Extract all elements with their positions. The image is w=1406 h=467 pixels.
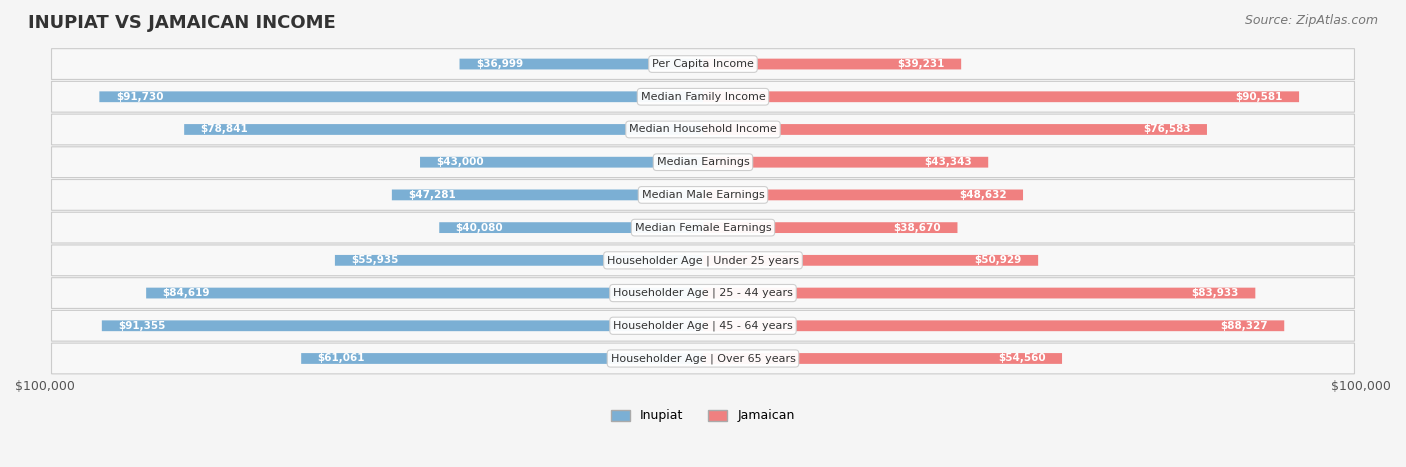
Text: $84,619: $84,619: [163, 288, 209, 298]
FancyBboxPatch shape: [52, 212, 1354, 243]
Text: Householder Age | 45 - 64 years: Householder Age | 45 - 64 years: [613, 320, 793, 331]
FancyBboxPatch shape: [392, 190, 703, 200]
FancyBboxPatch shape: [335, 255, 703, 266]
Text: $43,000: $43,000: [436, 157, 484, 167]
FancyBboxPatch shape: [703, 255, 1038, 266]
FancyBboxPatch shape: [52, 343, 1354, 374]
FancyBboxPatch shape: [703, 59, 962, 70]
Text: $38,670: $38,670: [893, 223, 941, 233]
FancyBboxPatch shape: [52, 245, 1354, 276]
FancyBboxPatch shape: [703, 222, 957, 233]
FancyBboxPatch shape: [100, 92, 703, 102]
Text: Median Family Income: Median Family Income: [641, 92, 765, 102]
Text: $39,231: $39,231: [897, 59, 945, 69]
FancyBboxPatch shape: [460, 59, 703, 70]
FancyBboxPatch shape: [301, 353, 703, 364]
Text: $91,730: $91,730: [115, 92, 163, 102]
FancyBboxPatch shape: [703, 157, 988, 168]
Text: Median Female Earnings: Median Female Earnings: [634, 223, 772, 233]
FancyBboxPatch shape: [703, 320, 1284, 331]
FancyBboxPatch shape: [146, 288, 703, 298]
FancyBboxPatch shape: [184, 124, 703, 135]
Text: $83,933: $83,933: [1191, 288, 1239, 298]
FancyBboxPatch shape: [703, 190, 1024, 200]
FancyBboxPatch shape: [703, 288, 1256, 298]
Text: $50,929: $50,929: [974, 255, 1022, 265]
Text: $40,080: $40,080: [456, 223, 503, 233]
Text: $88,327: $88,327: [1220, 321, 1268, 331]
FancyBboxPatch shape: [52, 81, 1354, 112]
Text: $48,632: $48,632: [959, 190, 1007, 200]
FancyBboxPatch shape: [52, 311, 1354, 341]
Text: Householder Age | Over 65 years: Householder Age | Over 65 years: [610, 353, 796, 364]
Text: Householder Age | Under 25 years: Householder Age | Under 25 years: [607, 255, 799, 266]
Text: Householder Age | 25 - 44 years: Householder Age | 25 - 44 years: [613, 288, 793, 298]
FancyBboxPatch shape: [703, 353, 1062, 364]
Text: $47,281: $47,281: [408, 190, 456, 200]
FancyBboxPatch shape: [439, 222, 703, 233]
FancyBboxPatch shape: [52, 49, 1354, 79]
Text: $78,841: $78,841: [201, 125, 249, 134]
Text: Median Male Earnings: Median Male Earnings: [641, 190, 765, 200]
Text: Median Household Income: Median Household Income: [628, 125, 778, 134]
Text: $61,061: $61,061: [318, 354, 366, 363]
Text: Source: ZipAtlas.com: Source: ZipAtlas.com: [1244, 14, 1378, 27]
Text: $54,560: $54,560: [998, 354, 1046, 363]
FancyBboxPatch shape: [52, 147, 1354, 177]
FancyBboxPatch shape: [703, 124, 1206, 135]
FancyBboxPatch shape: [703, 92, 1299, 102]
Text: $36,999: $36,999: [477, 59, 523, 69]
Text: $55,935: $55,935: [352, 255, 399, 265]
Text: $91,355: $91,355: [118, 321, 166, 331]
Text: $90,581: $90,581: [1236, 92, 1282, 102]
FancyBboxPatch shape: [52, 278, 1354, 308]
Legend: Inupiat, Jamaican: Inupiat, Jamaican: [606, 404, 800, 427]
Text: Median Earnings: Median Earnings: [657, 157, 749, 167]
FancyBboxPatch shape: [52, 179, 1354, 210]
Text: $76,583: $76,583: [1143, 125, 1191, 134]
FancyBboxPatch shape: [420, 157, 703, 168]
Text: INUPIAT VS JAMAICAN INCOME: INUPIAT VS JAMAICAN INCOME: [28, 14, 336, 32]
FancyBboxPatch shape: [52, 114, 1354, 145]
Text: Per Capita Income: Per Capita Income: [652, 59, 754, 69]
Text: $43,343: $43,343: [924, 157, 972, 167]
FancyBboxPatch shape: [101, 320, 703, 331]
